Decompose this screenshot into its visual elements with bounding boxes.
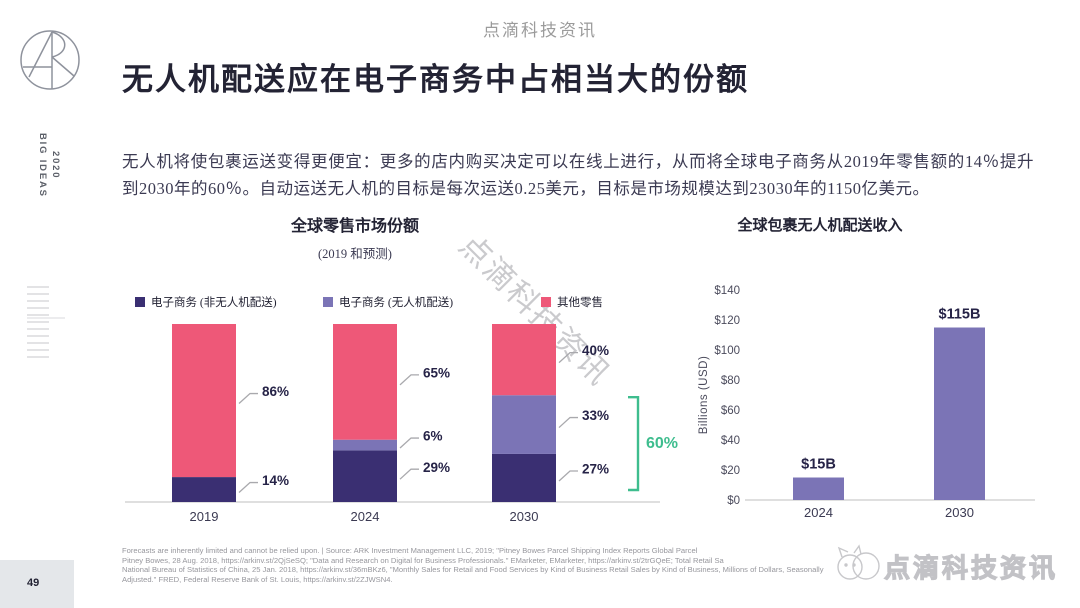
- category-label: 2030: [510, 509, 539, 524]
- bar-value-label: $115B: [939, 307, 981, 323]
- page-number: 49: [27, 577, 40, 589]
- y-tick-label: $80: [721, 375, 740, 387]
- callout-line: [399, 437, 419, 449]
- legend-label: 其他零售: [557, 297, 603, 309]
- segment-percent-label: 40%: [582, 343, 609, 358]
- watermark-top-text: 点滴科技资讯: [483, 21, 597, 40]
- bar-segment-2019: [172, 477, 236, 502]
- segment-percent-label: 29%: [423, 460, 450, 475]
- bar-segment-2024: [333, 439, 397, 451]
- page-title: 无人机配送应在电子商务中占相当大的份额: [122, 62, 749, 97]
- y-tick-label: $140: [714, 285, 740, 297]
- legend-item-ecommerce-drone: 电子商务 (无人机配送): [323, 294, 453, 310]
- segment-percent-label: 27%: [582, 462, 609, 477]
- callout-line: [399, 468, 419, 480]
- ark-logo-icon: [20, 30, 80, 90]
- segment-percent-label: 14%: [262, 473, 289, 488]
- y-tick-label: $60: [721, 405, 740, 417]
- footer-line: Adjusted." FRED, Federal Reserve Bank of…: [122, 574, 393, 584]
- big-ideas-vertical-label: 2020 BIG IDEAS: [36, 133, 62, 198]
- annotation-bracket: [628, 396, 640, 492]
- y-tick-label: $20: [721, 465, 740, 477]
- y-tick-label: $0: [727, 495, 740, 507]
- legend-item-other-retail: 其他零售: [541, 294, 603, 310]
- segment-percent-label: 6%: [423, 429, 443, 444]
- vertical-year: 2020: [50, 151, 61, 180]
- callout-line: [399, 374, 419, 386]
- y-tick-label: $100: [714, 345, 740, 357]
- retail-share-stacked-bar-chart: 14% 86% 2019 29% 6% 65% 2024 27% 33% 40% 2030 60%: [125, 324, 678, 524]
- footer-line: National Bureau of Statistics of China, …: [122, 565, 824, 575]
- left-chart-subtitle: (2019 和预测): [318, 247, 392, 261]
- category-label: 2019: [190, 509, 219, 524]
- segment-percent-label: 86%: [262, 384, 289, 399]
- drone-delivery-revenue-bar-chart: $0 $20 $40 $60 $80 $100 $120 $140 $15B 2024 $115B 2…: [714, 285, 1035, 520]
- bar-segment-2030: [492, 453, 556, 502]
- revenue-bar-2024: [793, 477, 844, 500]
- y-tick-label: $40: [721, 435, 740, 447]
- corner-box: [0, 560, 74, 608]
- legend-swatch-purple: [323, 297, 333, 307]
- revenue-bar-2030: [934, 327, 985, 500]
- bar-value-label: $15B: [801, 457, 836, 473]
- legend-item-ecommerce-non-drone: 电子商务 (非无人机配送): [135, 294, 277, 310]
- left-chart-title: 全球零售市场份额: [290, 218, 419, 235]
- ruler-long-tick: [27, 317, 65, 319]
- legend-label: 电子商务 (无人机配送): [339, 297, 454, 309]
- annotation-label: 60%: [646, 435, 678, 452]
- segment-percent-label: 65%: [423, 365, 450, 380]
- bar-segment-2030: [492, 395, 556, 454]
- category-label: 2024: [804, 505, 833, 520]
- watermark-bottom-text: 点滴科技资讯: [883, 553, 1059, 583]
- watermark-cat-icon: [837, 544, 880, 580]
- ruler-decoration: [27, 286, 49, 358]
- category-label: 2030: [945, 505, 974, 520]
- footer-line: Forecasts are inherently limited and can…: [122, 546, 698, 555]
- category-label: 2024: [351, 509, 380, 524]
- y-tick-label: $120: [714, 315, 740, 327]
- bar-segment-2024: [333, 324, 397, 440]
- bar-segment-2030: [492, 324, 556, 396]
- callout-line: [238, 481, 258, 494]
- right-chart-title: 全球包裹无人机配送收入: [737, 218, 903, 234]
- legend-label: 电子商务 (非无人机配送): [151, 297, 277, 309]
- intro-paragraph: 无人机将使包裹运送变得更便宜：更多的店内购买决定可以在线上进行，从而将全球电子商…: [122, 152, 1034, 198]
- callout-line: [558, 351, 578, 364]
- callout-line: [558, 470, 578, 482]
- legend-swatch-pink: [541, 297, 551, 307]
- callout-line: [558, 416, 578, 429]
- footer-line: Pitney Bowes, 28 Aug. 2018, https://arki…: [122, 555, 724, 565]
- legend-swatch-navy: [135, 297, 145, 307]
- callout-line: [238, 392, 258, 405]
- footer-sources: Forecasts are inherently limited and can…: [122, 546, 870, 584]
- vertical-name: BIG IDEAS: [37, 133, 48, 198]
- bar-segment-2024: [333, 450, 397, 502]
- segment-percent-label: 33%: [582, 408, 609, 423]
- bar-segment-2019: [172, 324, 236, 478]
